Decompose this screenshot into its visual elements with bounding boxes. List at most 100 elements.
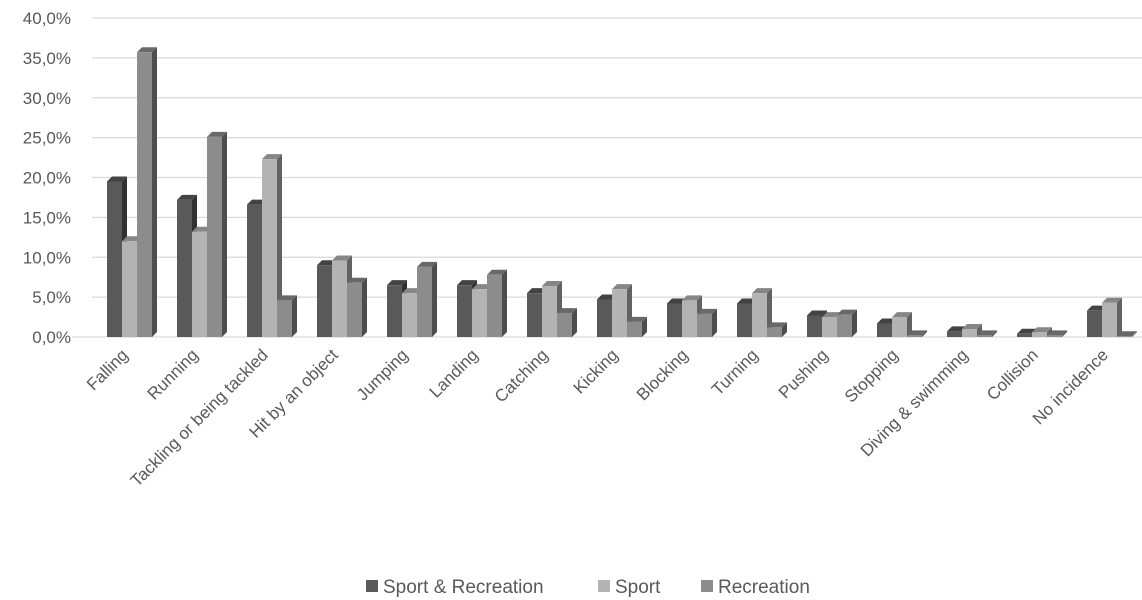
bar-front: [207, 136, 222, 337]
bar-top: [457, 280, 477, 286]
bar-front: [627, 321, 642, 337]
y-tick-label: 10,0%: [23, 248, 71, 267]
bar-front: [277, 300, 292, 337]
y-tick-label: 25,0%: [23, 129, 71, 148]
legend: Sport & Recreation Sport Recreation: [366, 577, 810, 598]
bar-front: [417, 266, 432, 337]
bar: [487, 269, 507, 337]
bar: [627, 316, 647, 337]
x-tick-label: No incidence: [1029, 345, 1112, 428]
legend-swatch: [598, 580, 610, 592]
bar-front: [697, 313, 712, 337]
bar-top: [387, 280, 407, 286]
bar-top: [487, 269, 507, 275]
bar-side: [152, 47, 157, 337]
bar-front: [1117, 336, 1132, 337]
bar-front: [247, 204, 262, 337]
bar-top: [977, 330, 997, 336]
bar-front: [317, 265, 332, 337]
bar-side: [432, 261, 437, 337]
bar-side: [922, 330, 927, 337]
bar-front: [667, 303, 682, 337]
bar: [1102, 297, 1122, 337]
bar-front: [1087, 310, 1102, 337]
bar-top: [807, 310, 827, 316]
bar-front: [527, 293, 542, 337]
bar-front: [597, 299, 612, 337]
bar-top: [107, 176, 127, 182]
bar-front: [837, 314, 852, 337]
bar-front: [487, 274, 502, 337]
bar-side: [852, 309, 857, 337]
bar-front: [542, 285, 557, 337]
bar-top: [1047, 330, 1067, 336]
x-tick-label: Blocking: [633, 345, 692, 404]
bar-top: [962, 324, 982, 330]
bars: [107, 47, 1137, 337]
y-tick-label: 0,0%: [32, 328, 71, 347]
bar-front: [767, 327, 782, 337]
bar-front: [332, 260, 347, 337]
bar-front: [907, 335, 922, 337]
bar-front: [402, 293, 417, 337]
legend-label: Sport & Recreation: [383, 577, 544, 598]
bar-front: [947, 331, 962, 337]
bar-top: [542, 280, 562, 286]
bar-front: [877, 323, 892, 337]
x-tick-label: Turning: [708, 345, 762, 399]
gridlines: [72, 17, 1142, 338]
bar-top: [207, 131, 227, 137]
bar-front: [822, 317, 837, 337]
bar-front: [977, 335, 992, 337]
bar-side: [572, 308, 577, 337]
bar-top: [837, 309, 857, 315]
bar-top: [752, 288, 772, 294]
x-tick-label: Landing: [426, 345, 482, 401]
bar-side: [642, 316, 647, 337]
bar: [977, 330, 997, 337]
bar: [347, 277, 367, 337]
bar-side: [277, 154, 282, 337]
bar-top: [557, 308, 577, 314]
bar-side: [222, 131, 227, 337]
y-tick-label: 5,0%: [32, 288, 71, 307]
bar-top: [262, 154, 282, 160]
bar: [892, 312, 912, 337]
bar-side: [712, 308, 717, 337]
bar-top: [137, 47, 157, 53]
bar-front: [807, 315, 822, 337]
bar: [262, 154, 282, 337]
bar-top: [177, 194, 197, 200]
bar-top: [1032, 327, 1052, 333]
bar: [417, 261, 437, 337]
y-tick-label: 35,0%: [23, 49, 71, 68]
bar: [767, 322, 787, 337]
bar-front: [962, 329, 977, 337]
bar-side: [782, 322, 787, 337]
bar-top: [1102, 297, 1122, 303]
bar-top: [1117, 331, 1137, 337]
bar: [682, 295, 702, 337]
bar: [837, 309, 857, 337]
bar-front: [457, 285, 472, 337]
legend-label: Sport: [615, 577, 661, 598]
bar-top: [767, 322, 787, 328]
bar: [1117, 331, 1137, 337]
bar-front: [1032, 332, 1047, 337]
x-tick-label: Stopping: [841, 345, 902, 406]
bar: [1047, 330, 1067, 337]
bar-side: [292, 295, 297, 337]
bar: [962, 324, 982, 337]
bar-side: [977, 324, 982, 337]
y-tick-label: 20,0%: [23, 169, 71, 188]
bar-front: [137, 52, 152, 337]
bar-front: [612, 289, 627, 337]
y-tick-label: 30,0%: [23, 89, 71, 108]
y-axis: 0,0% 5,0% 10,0% 15,0% 20,0% 25,0% 30,0% 35,0% 40…: [23, 9, 71, 347]
bar-front: [737, 303, 752, 337]
bar-top: [347, 277, 367, 283]
bar-side: [992, 330, 997, 337]
legend-label: Recreation: [718, 577, 810, 598]
bar-top: [697, 308, 717, 314]
